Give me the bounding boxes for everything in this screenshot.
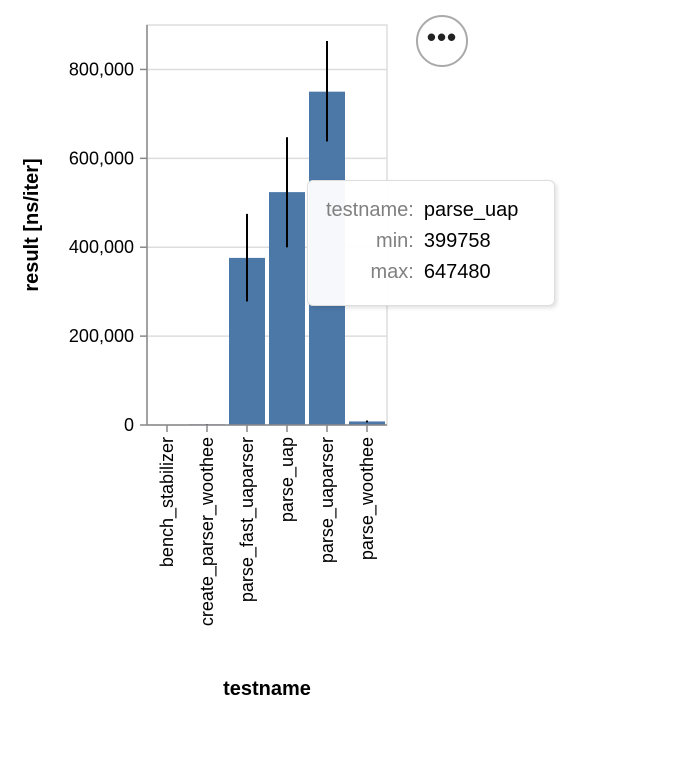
x-tick-label: parse_uaparser — [317, 437, 338, 563]
y-tick-label: 600,000 — [69, 148, 134, 168]
tooltip-key: testname: — [326, 199, 414, 221]
y-axis-ticks: 0 200,000 400,000 600,000 800,000 — [69, 59, 147, 435]
tooltip-value: 647480 — [423, 261, 491, 283]
y-tick-label: 200,000 — [69, 326, 134, 346]
tooltip-value: parse_uap — [423, 199, 519, 221]
tooltip-key: min: — [376, 230, 414, 252]
y-tick-label: 400,000 — [69, 237, 134, 257]
y-tick-label: 0 — [124, 415, 134, 435]
tooltip-row: testname: parse_uap — [326, 199, 518, 230]
x-tick-label: create_parser_woothee — [197, 437, 218, 626]
y-tick-label: 800,000 — [69, 59, 134, 79]
x-tick-label: bench_stabilizer — [157, 437, 178, 567]
x-axis-title: testname — [223, 678, 311, 700]
tooltip-value: 399758 — [423, 230, 491, 252]
chart-actions-menu-button[interactable]: ••• — [416, 15, 468, 67]
x-tick-label: parse_woothee — [357, 437, 378, 560]
x-tick-label: parse_uap — [277, 437, 298, 522]
axes — [146, 25, 387, 426]
bar[interactable] — [349, 421, 385, 425]
tooltip-row: min: 399758 — [326, 230, 518, 261]
tooltip-key: max: — [370, 261, 414, 283]
x-tick-label: parse_fast_uaparser — [237, 437, 258, 602]
more-horizontal-icon: ••• — [426, 22, 458, 52]
x-axis-ticks: bench_stabilizer create_parser_woothee par… — [157, 425, 378, 626]
bar-tooltip: testname: parse_uap min: 399758 max: 647… — [307, 180, 555, 306]
tooltip-row: max: 647480 — [326, 261, 518, 292]
tooltip-table: testname: parse_uap min: 399758 max: 647… — [326, 199, 518, 292]
y-axis-title: result [ns/iter] — [21, 158, 43, 291]
